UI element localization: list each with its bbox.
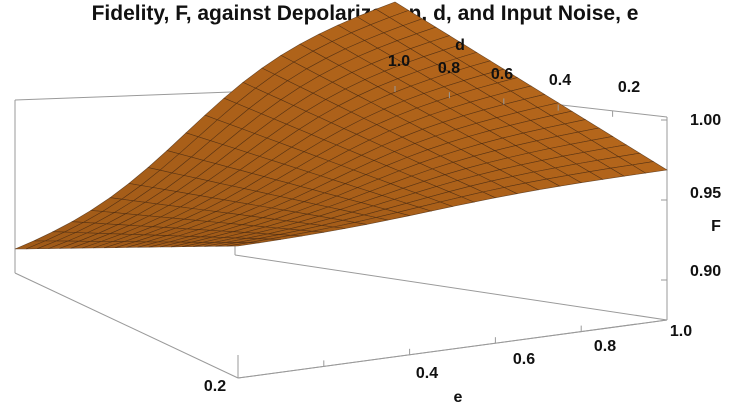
y-tick-label: 0.4 [549, 72, 571, 89]
x-axis: 0.2 0.4 0.6 0.8 1.0 [204, 323, 692, 395]
bounding-box-front [237, 86, 668, 379]
surface-patch [226, 242, 260, 247]
y-axis: 1.0 0.8 0.6 0.4 0.2 [388, 53, 640, 96]
x-tick-label: 1.0 [670, 323, 692, 340]
x-tick-label: 0.2 [204, 378, 226, 395]
surface [14, 1, 668, 250]
y-tick-label: 0.2 [618, 79, 640, 96]
y-tick-label: 1.0 [388, 53, 410, 70]
x-tick-label: 0.6 [513, 351, 535, 368]
z-tick-label: 0.90 [690, 263, 721, 280]
y-axis-label: d [455, 37, 465, 54]
box-edge-front [237, 319, 668, 379]
x-tick-label: 0.4 [416, 365, 438, 382]
y-tick-label: 0.6 [491, 66, 513, 83]
box-edge [234, 254, 668, 321]
x-axis-label: e [454, 389, 463, 406]
y-tick-label: 0.8 [438, 60, 460, 77]
box-edge [14, 272, 239, 379]
z-axis: 1.00 0.95 0.90 [690, 112, 721, 280]
x-tick-label: 0.8 [594, 338, 616, 355]
z-tick-label: 0.95 [690, 185, 721, 202]
z-axis-label: F [711, 218, 721, 235]
z-tick-label: 1.00 [690, 112, 721, 129]
